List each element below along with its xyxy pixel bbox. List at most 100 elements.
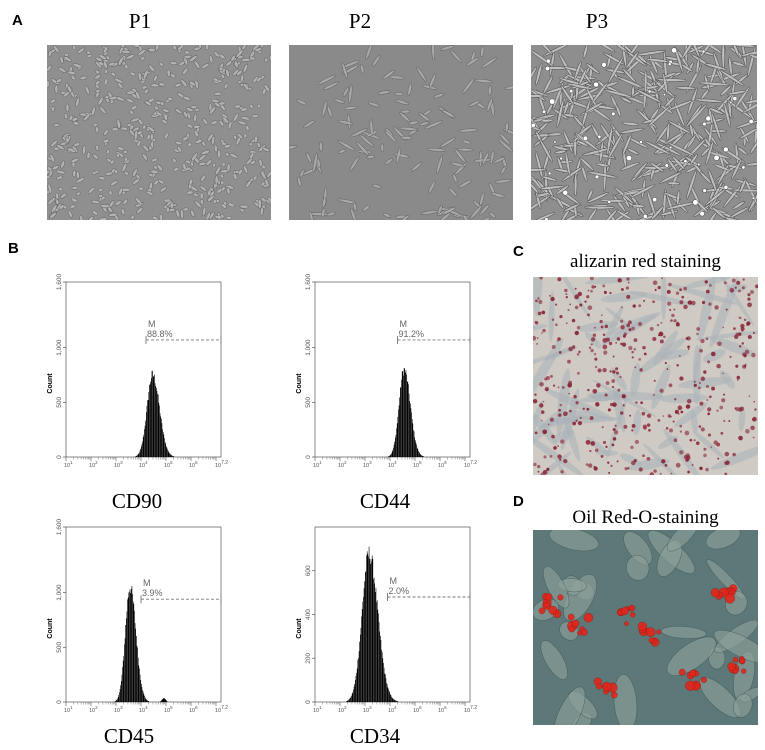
histogram-bar — [161, 418, 162, 457]
histogram-bar — [355, 679, 356, 702]
histogram-bar — [412, 423, 414, 457]
histogram-bar — [145, 698, 146, 702]
histogram-bar — [167, 450, 169, 457]
histogram-bar — [159, 413, 161, 457]
histogram-bar — [118, 695, 120, 702]
histogram-bar — [407, 381, 409, 457]
x-tick-label: 104 — [388, 705, 397, 714]
histogram-bar — [351, 693, 353, 702]
y-tick-label: 1,000 — [56, 584, 63, 601]
histogram-bar — [397, 416, 399, 457]
histogram-bar — [135, 628, 136, 702]
histogram-bar — [166, 700, 167, 702]
y-axis-label: Count — [296, 618, 303, 639]
histogram-bar — [123, 655, 125, 702]
histogram-bar — [348, 700, 349, 702]
histogram-bar — [162, 698, 164, 702]
histogram-bar — [149, 384, 151, 457]
histogram-bar — [396, 700, 397, 702]
histogram-bar — [136, 645, 138, 702]
histogram-bar — [393, 447, 394, 457]
histogram-bar — [364, 581, 365, 702]
y-tick-label: 500 — [305, 397, 312, 408]
histogram-bar — [374, 583, 375, 702]
histogram-bar — [393, 699, 395, 702]
histogram-bar — [157, 394, 159, 457]
y-tick-label: 1,000 — [56, 339, 63, 356]
histogram-bar — [166, 701, 168, 702]
histogram-bar — [359, 641, 360, 702]
cd45-label: CD45 — [103, 724, 155, 748]
histogram-bar — [361, 609, 363, 702]
x-tick-label: 104 — [139, 460, 148, 469]
histogram-bar — [370, 564, 371, 702]
histogram-bar — [362, 601, 364, 702]
plot-frame — [65, 281, 222, 458]
histogram-bar — [378, 622, 380, 702]
alizarin-red-image — [533, 277, 758, 475]
histogram-bar — [164, 699, 166, 702]
gate-label: M — [390, 576, 398, 586]
histogram-bar — [418, 451, 419, 457]
x-tick-label: 103 — [363, 460, 372, 469]
x-tick-label: 107.2 — [464, 460, 477, 469]
histogram-bar — [386, 684, 388, 702]
y-tick-label: 600 — [305, 565, 312, 576]
histogram-bar — [363, 596, 364, 702]
histogram-bar — [144, 429, 145, 457]
histogram-bar — [130, 593, 131, 702]
histogram-bar — [134, 610, 135, 702]
histogram-bar — [136, 455, 137, 457]
histogram-bar — [157, 393, 158, 457]
histogram-bar — [421, 455, 423, 457]
histogram-bar — [363, 588, 365, 702]
histogram-bar — [389, 692, 390, 702]
histogram-bar — [164, 442, 166, 457]
histogram-bar — [146, 699, 147, 702]
histogram-bar — [383, 667, 385, 702]
p2-label: P2 — [348, 9, 372, 33]
histogram-bar — [386, 683, 387, 702]
histogram-bar — [142, 690, 143, 702]
histogram-bar — [170, 454, 171, 457]
alizarin-title: alizarin red staining — [570, 251, 721, 272]
histogram-bar — [423, 456, 424, 457]
histogram-bar — [151, 378, 152, 457]
histogram-bar — [395, 435, 397, 457]
histogram-bar — [354, 683, 355, 702]
y-tick-label: 400 — [305, 609, 312, 620]
plot-frame — [65, 526, 222, 703]
histogram-bar — [137, 657, 139, 702]
histogram-bar — [173, 456, 175, 457]
histogram-bar — [355, 675, 357, 702]
histogram-bar — [131, 585, 133, 702]
histogram-bar — [154, 383, 156, 457]
histogram-bar — [131, 588, 132, 702]
histogram-bar — [137, 454, 138, 457]
histogram-bar — [135, 456, 136, 457]
gate-percent: 88.8% — [147, 329, 173, 339]
x-tick-label: 102 — [89, 460, 98, 469]
cd90-label: CD90 — [111, 489, 163, 513]
histogram-bar — [416, 444, 417, 457]
histogram-bar — [168, 452, 170, 457]
histogram-bar — [162, 429, 163, 457]
histogram-bar — [393, 698, 394, 702]
histogram-bar — [142, 437, 144, 457]
histogram-bar — [417, 448, 419, 457]
x-tick-label: 106 — [438, 705, 447, 714]
histogram-bar — [371, 561, 372, 702]
histogram-bar — [117, 698, 118, 702]
histogram-bar — [149, 384, 150, 457]
gate-percent: 3.9% — [142, 588, 163, 598]
histogram-bar — [391, 696, 392, 702]
histogram-bar — [360, 634, 361, 702]
histogram-bar — [376, 602, 377, 702]
histogram-bar — [164, 438, 165, 457]
histogram-bar — [352, 692, 354, 702]
x-tick-label: 107.2 — [215, 705, 228, 714]
histogram-bar — [404, 368, 405, 457]
histogram-bar — [369, 558, 370, 702]
histogram-bar — [373, 579, 374, 702]
histogram-bar — [140, 679, 141, 702]
